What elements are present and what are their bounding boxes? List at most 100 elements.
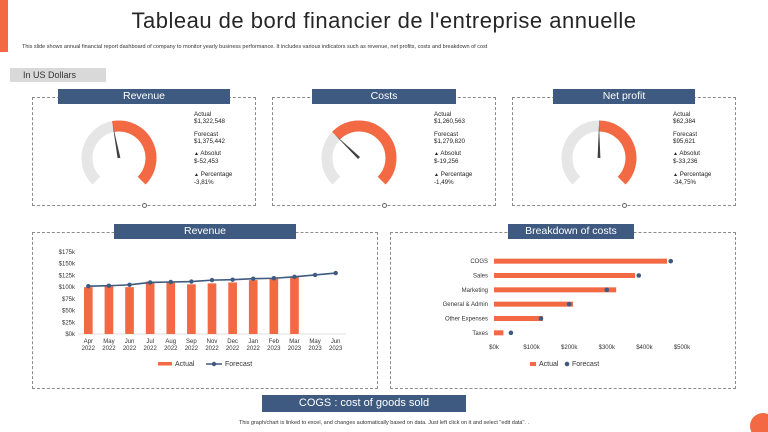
revenue-forecast-point xyxy=(127,282,132,287)
forecast-label: Forecast xyxy=(194,130,219,138)
x-tick-year: 2022 xyxy=(82,346,96,352)
legend-forecast-label: Forecast xyxy=(225,361,252,368)
legend-actual-label: Actual xyxy=(539,361,559,368)
cost-actual-bar xyxy=(494,273,635,278)
x-tick-label: $200k xyxy=(561,345,578,351)
legend-forecast-marker xyxy=(564,361,570,367)
revenue-actual-bar xyxy=(228,282,237,334)
y-tick-label: $50k xyxy=(62,309,76,315)
x-tick-month: Apr xyxy=(84,339,93,345)
x-tick-label: $300k xyxy=(599,345,616,351)
x-tick-month: Jun xyxy=(331,339,341,345)
revenue-forecast-point xyxy=(230,277,235,282)
revenue-actual-bar xyxy=(248,280,258,334)
revenue-actual-bar xyxy=(145,281,155,334)
legend-forecast-label: Forecast xyxy=(572,361,599,368)
currency-label: In US Dollars xyxy=(10,68,106,82)
x-tick-month: Jun xyxy=(125,339,135,345)
x-tick-year: 2023 xyxy=(308,346,322,352)
cost-actual-bar xyxy=(494,258,667,264)
revenue-stats: Actual $1,322,548 Forecast $1,375,442 ▲ … xyxy=(194,111,232,186)
revenue-forecast-point xyxy=(292,274,297,280)
gauge-needle xyxy=(334,134,360,160)
actual-value: $62,384 xyxy=(673,118,696,126)
corner-circle xyxy=(750,413,768,432)
revenue-forecast-point xyxy=(333,270,338,276)
y-tick-label: $125k xyxy=(59,273,76,279)
revenue-chart-title: Revenue xyxy=(114,224,296,239)
x-tick-year: 2022 xyxy=(185,346,199,352)
x-tick-year: 2023 xyxy=(267,346,281,352)
x-tick-month: Sep xyxy=(186,339,197,345)
kpi-panel-revenue-title: Revenue xyxy=(58,89,230,104)
cogs-note: COGS : cost of goods sold xyxy=(262,395,466,412)
breakdown-chart-title: Breakdown of costs xyxy=(508,224,634,239)
revenue-chart: $0k$25k$50k$75k$100k$125k$150k$175kApr20… xyxy=(59,250,346,368)
triangle-icon: ▲ xyxy=(434,171,439,178)
revenue-actual-bar xyxy=(207,283,217,334)
revenue-actual-bar xyxy=(290,276,299,334)
cost-forecast-marker xyxy=(604,287,610,293)
gauge-fill xyxy=(332,120,397,185)
x-tick-year: 2022 xyxy=(164,346,178,352)
y-tick-label: $25k xyxy=(62,320,76,326)
y-tick-label: $0k xyxy=(65,332,76,338)
gauge-needle xyxy=(597,124,601,158)
cost-actual-bar xyxy=(494,301,573,307)
revenue-forecast-point xyxy=(147,280,153,285)
gauge-fill xyxy=(598,120,637,185)
cost-actual-bar xyxy=(494,287,617,293)
x-tick-year: 2022 xyxy=(102,346,116,352)
legend-actual-label: Actual xyxy=(175,361,195,368)
triangle-icon: ▲ xyxy=(194,171,199,178)
revenue-forecast-point xyxy=(251,276,256,281)
cost-forecast-marker xyxy=(566,301,572,307)
legend-forecast-marker xyxy=(211,361,217,367)
cost-forecast-marker xyxy=(538,316,544,321)
gauge-needle xyxy=(112,124,121,159)
triangle-icon: ▲ xyxy=(673,151,678,158)
y-tick-label: $175k xyxy=(59,250,76,256)
revenue-forecast-point xyxy=(189,279,194,284)
revenue-forecast-point xyxy=(106,283,112,288)
category-label: Marketing xyxy=(462,288,488,294)
net-profit-stats: Actual $62,384 Forecast $95,621 ▲ Absolu… xyxy=(673,111,711,186)
x-tick-month: Dec xyxy=(227,339,238,345)
footer-note: This graph/chart is linked to excel, and… xyxy=(238,420,530,426)
absolut-value: $-52,453 xyxy=(194,158,219,166)
revenue-actual-bar xyxy=(104,286,114,334)
x-tick-month: Mar xyxy=(289,339,299,345)
cost-actual-bar xyxy=(494,330,504,336)
cost-forecast-marker xyxy=(508,330,514,336)
percentage-value: -3,81% xyxy=(194,179,214,187)
net-profit-gauge xyxy=(561,120,637,185)
x-tick-year: 2023 xyxy=(329,346,343,352)
x-tick-year: 2022 xyxy=(143,346,157,352)
forecast-value: $95,621 xyxy=(673,137,696,145)
cost-forecast-marker xyxy=(636,273,642,278)
percentage-label: Percentage xyxy=(200,170,233,178)
category-label: Sales xyxy=(473,274,488,280)
x-tick-label: $400k xyxy=(636,345,653,351)
cost-actual-bar xyxy=(494,316,543,321)
triangle-icon: ▲ xyxy=(434,151,439,158)
panel-dot xyxy=(142,203,147,208)
category-label: Taxes xyxy=(472,331,488,337)
breakdown-chart: COGS Sales Marketing General & Admin Other E… xyxy=(443,258,691,368)
x-tick-month: Jul xyxy=(146,339,154,345)
panel-dot xyxy=(622,203,627,208)
x-tick-year: 2022 xyxy=(123,346,137,352)
percentage-value: -1,49% xyxy=(434,179,454,187)
y-tick-label: $100k xyxy=(59,285,76,291)
revenue-forecast-point xyxy=(86,284,91,289)
revenue-actual-bar xyxy=(187,284,196,334)
x-tick-month: Nov xyxy=(207,339,218,345)
legend-actual-swatch xyxy=(158,362,172,366)
x-tick-label: $500k xyxy=(674,345,691,351)
percentage-label: Percentage xyxy=(679,170,712,178)
costs-gauge xyxy=(321,120,397,185)
x-tick-month: Feb xyxy=(269,339,280,345)
x-tick-year: 2022 xyxy=(247,346,261,352)
forecast-value: $1,279,820 xyxy=(434,137,465,145)
y-tick-label: $150k xyxy=(59,262,76,268)
